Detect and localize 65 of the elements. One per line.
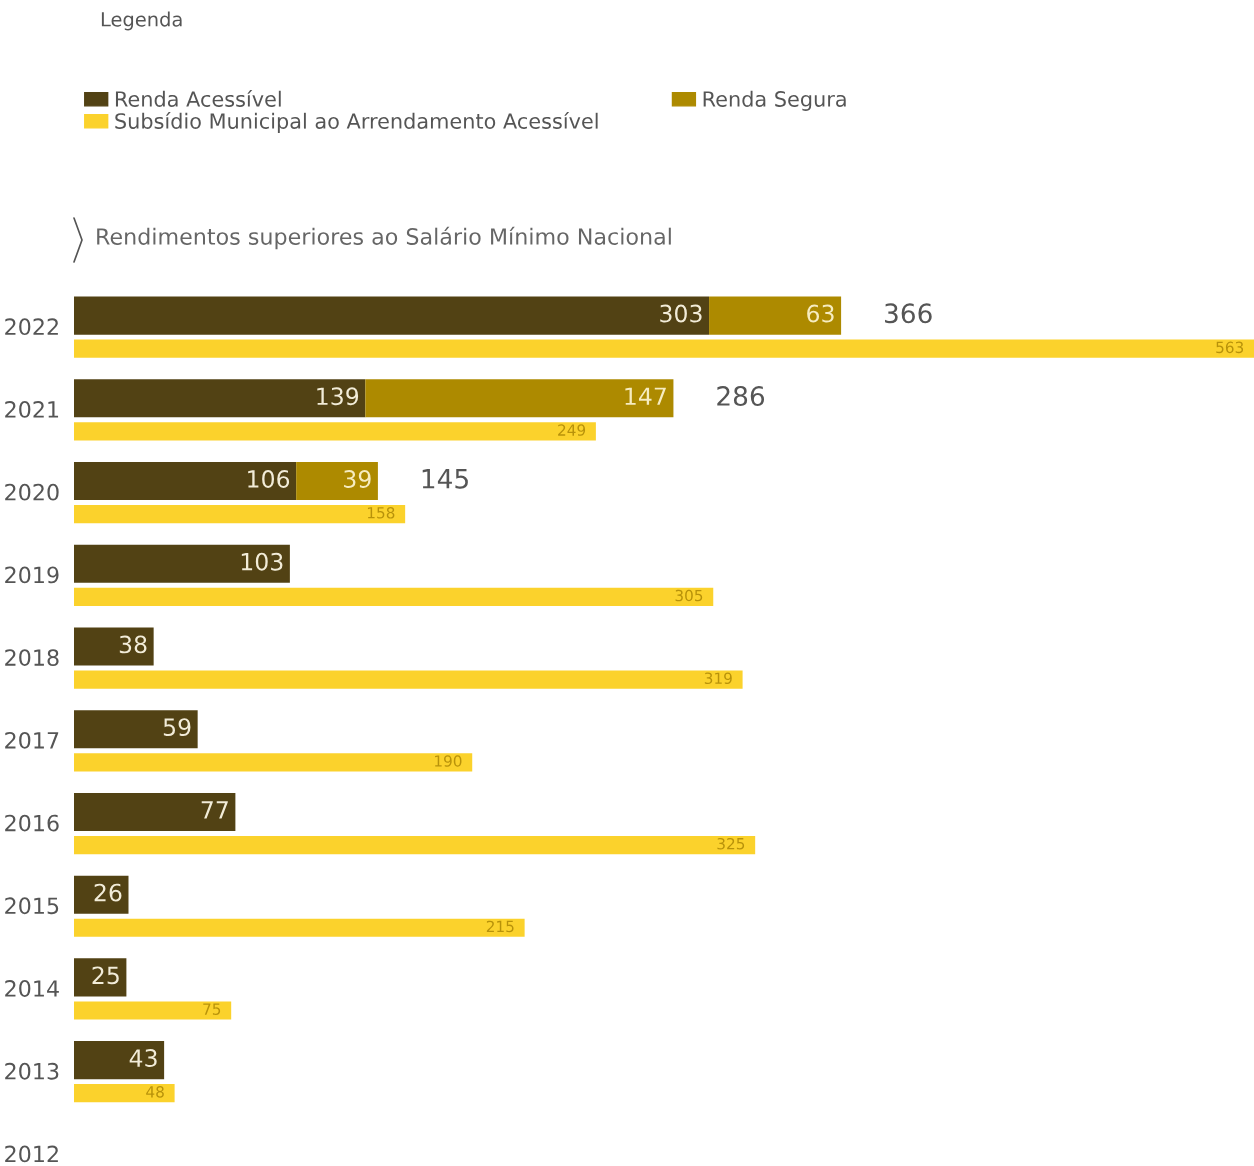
bar xyxy=(74,1001,232,1020)
bar xyxy=(74,792,236,831)
bar xyxy=(74,875,129,914)
y-tick-label: 2018 xyxy=(5,649,59,667)
legend-label: Renda Segura xyxy=(703,90,846,111)
data-label: 139 xyxy=(317,387,359,406)
data-label: 63 xyxy=(807,304,834,323)
legend-label: Renda Acessível xyxy=(115,89,281,107)
y-tick-label: 2020 xyxy=(5,483,59,501)
y-tick-label: 2016 xyxy=(5,814,59,832)
data-label: 325 xyxy=(717,837,745,850)
bar xyxy=(74,422,596,441)
total-label: 286 xyxy=(717,386,765,406)
bar xyxy=(74,339,1254,358)
data-label: 43 xyxy=(129,1049,157,1067)
data-label: 25 xyxy=(92,966,119,985)
data-label: 39 xyxy=(344,470,371,488)
data-label: 26 xyxy=(94,883,122,902)
bar xyxy=(74,296,710,335)
data-label: 48 xyxy=(146,1086,164,1098)
chart-title: Rendimentos superiores ao Salário Mínimo Nacional xyxy=(97,226,671,250)
data-label: 305 xyxy=(675,589,703,602)
data-label: 215 xyxy=(486,920,514,933)
data-label: 75 xyxy=(203,1003,221,1015)
y-tick-label: 2022 xyxy=(5,318,58,336)
bar xyxy=(74,835,756,855)
bar xyxy=(74,753,473,772)
bar xyxy=(296,462,378,501)
y-tick-label: 2012 xyxy=(5,1145,58,1163)
y-tick-label: 2019 xyxy=(5,566,59,584)
bar xyxy=(365,379,674,418)
bar xyxy=(709,296,842,335)
data-label: 77 xyxy=(201,801,228,819)
y-tick-label: 2014 xyxy=(5,980,59,997)
data-label: 319 xyxy=(704,672,732,685)
data-label: 158 xyxy=(367,507,395,519)
data-label: 38 xyxy=(119,635,147,654)
data-label: 59 xyxy=(163,718,191,737)
bar xyxy=(74,627,154,666)
bar xyxy=(74,670,743,689)
total-label: 366 xyxy=(885,303,932,324)
bar xyxy=(74,379,366,418)
bar xyxy=(74,958,127,997)
data-label: 103 xyxy=(241,552,283,571)
data-label: 106 xyxy=(248,470,290,488)
bar xyxy=(74,587,714,606)
bar xyxy=(74,462,297,501)
y-tick-label: 2017 xyxy=(5,731,59,749)
bar xyxy=(74,1041,165,1080)
data-label: 249 xyxy=(558,424,586,436)
y-tick-label: 2013 xyxy=(5,1062,59,1080)
data-label: 147 xyxy=(625,387,666,405)
bar xyxy=(74,1084,175,1103)
legend-title: Legenda xyxy=(101,11,182,31)
bar xyxy=(74,918,525,937)
bar xyxy=(74,505,406,524)
data-label: 303 xyxy=(660,304,702,323)
data-label: 190 xyxy=(435,755,462,767)
data-label: 563 xyxy=(1216,341,1244,354)
bar xyxy=(74,710,198,749)
y-tick-label: 2021 xyxy=(5,401,59,418)
bar xyxy=(74,544,290,583)
total-label: 145 xyxy=(422,469,468,489)
y-tick-label: 2015 xyxy=(5,897,59,915)
legend-label: Subsídio Municipal ao Arrendamento Acessível xyxy=(115,111,598,133)
